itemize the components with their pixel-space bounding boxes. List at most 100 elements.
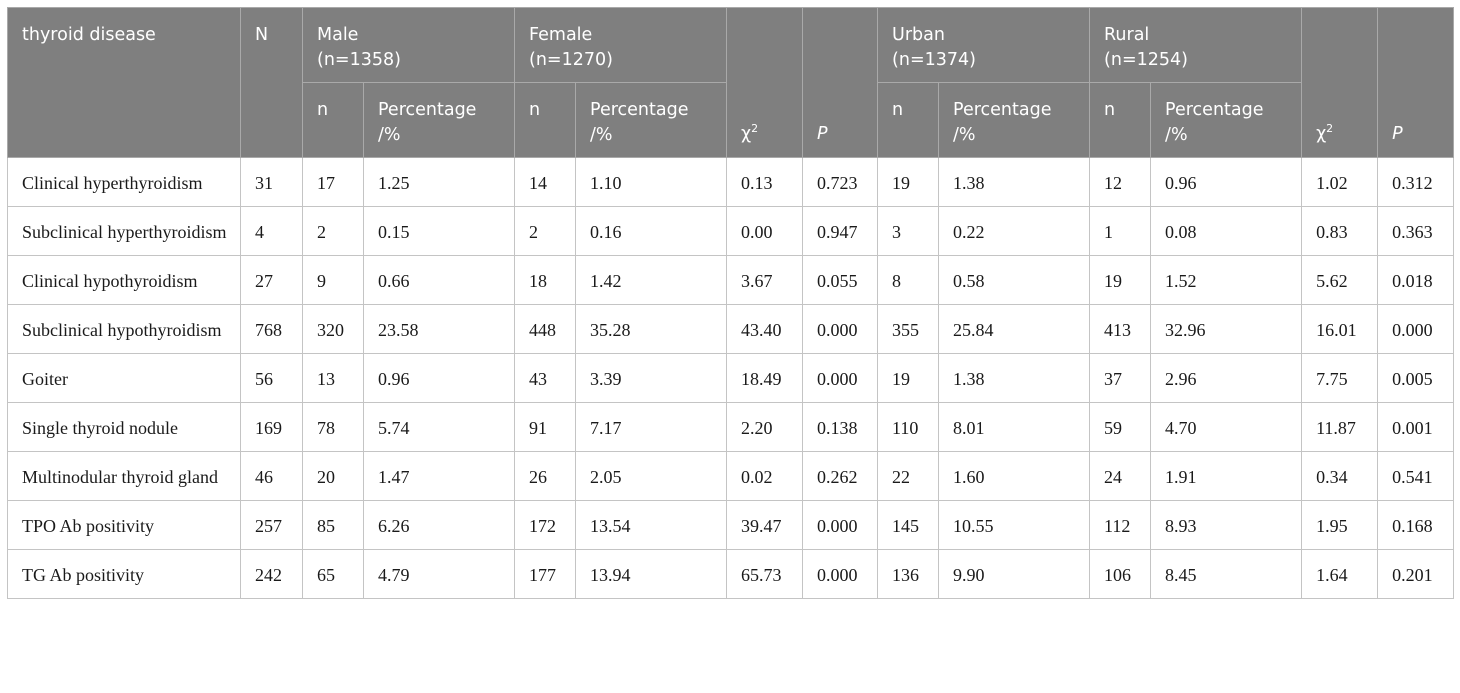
chi-superscript: 2 (751, 122, 759, 136)
cell-rural-n: 1 (1089, 206, 1152, 256)
cell-p-sex: 0.262 (802, 451, 879, 501)
table-row: Single thyroid nodule 169 78 5.74 91 7.17 2.20… (7, 402, 1455, 452)
cell-male-percentage: 6.26 (362, 500, 516, 550)
table-row: Goiter 56 13 0.96 43 3.39 18.49 0.000 19 1.38 37 2.… (7, 353, 1455, 403)
header-chi-square-sex: χ2 (726, 7, 804, 158)
cell-disease-name: Subclinical hyperthyroidism (7, 206, 241, 256)
cell-total-n: 27 (240, 255, 303, 305)
table-row: Clinical hypothyroidism 27 9 0.66 18 1.42 3.67… (7, 255, 1455, 305)
cell-p-sex: 0.000 (802, 500, 879, 550)
header-n-total: N (240, 7, 303, 158)
cell-female-n: 14 (514, 157, 577, 207)
cell-p-area: 0.168 (1377, 500, 1455, 550)
table-row: Subclinical hyperthyroidism 4 2 0.15 2 0.16 0.… (7, 206, 1455, 256)
cell-male-percentage: 0.15 (362, 206, 516, 256)
cell-male-n: 20 (302, 451, 364, 501)
cell-female-percentage: 2.05 (575, 451, 728, 501)
cell-rural-n: 37 (1089, 353, 1152, 403)
cell-male-n: 2 (302, 206, 364, 256)
cell-p-sex: 0.723 (802, 157, 879, 207)
cell-female-n: 91 (514, 402, 577, 452)
cell-disease-name: Goiter (7, 353, 241, 403)
cell-rural-percentage: 1.91 (1150, 451, 1303, 501)
header-urban: Urban (n=1374) (877, 7, 1091, 83)
cell-urban-percentage: 10.55 (938, 500, 1091, 550)
cell-urban-percentage: 0.58 (938, 255, 1091, 305)
cell-p-area: 0.000 (1377, 304, 1455, 354)
cell-urban-percentage: 1.60 (938, 451, 1091, 501)
cell-female-percentage: 7.17 (575, 402, 728, 452)
cell-rural-n: 24 (1089, 451, 1152, 501)
header-male-n: n (302, 82, 364, 158)
cell-female-n: 26 (514, 451, 577, 501)
cell-female-n: 448 (514, 304, 577, 354)
cell-p-sex: 0.138 (802, 402, 879, 452)
cell-male-percentage: 0.66 (362, 255, 516, 305)
cell-chi-square-area: 1.02 (1301, 157, 1379, 207)
cell-disease-name: Single thyroid nodule (7, 402, 241, 452)
header-p-sex: P (802, 7, 879, 158)
cell-chi-square-area: 1.64 (1301, 549, 1379, 599)
cell-total-n: 46 (240, 451, 303, 501)
cell-chi-square-area: 11.87 (1301, 402, 1379, 452)
table-row: Clinical hyperthyroidism 31 17 1.25 14 1.10 0.… (7, 157, 1455, 207)
cell-urban-percentage: 0.22 (938, 206, 1091, 256)
cell-chi-square-sex: 0.00 (726, 206, 804, 256)
chi-symbol: χ (741, 124, 752, 144)
cell-chi-square-area: 1.95 (1301, 500, 1379, 550)
header-p-area: P (1377, 7, 1455, 158)
table-row: Multinodular thyroid gland 46 20 1.47 26 2.05… (7, 451, 1455, 501)
cell-chi-square-area: 7.75 (1301, 353, 1379, 403)
cell-rural-percentage: 1.52 (1150, 255, 1303, 305)
cell-disease-name: TPO Ab positivity (7, 500, 241, 550)
cell-male-percentage: 5.74 (362, 402, 516, 452)
header-rural-percentage: Percentage /% (1150, 82, 1303, 158)
cell-rural-n: 112 (1089, 500, 1152, 550)
cell-rural-percentage: 0.08 (1150, 206, 1303, 256)
cell-rural-percentage: 32.96 (1150, 304, 1303, 354)
chi-symbol: χ (1316, 124, 1327, 144)
cell-urban-percentage: 1.38 (938, 353, 1091, 403)
cell-female-percentage: 1.10 (575, 157, 728, 207)
chi-superscript: 2 (1326, 122, 1334, 136)
header-female-percentage: Percentage /% (575, 82, 728, 158)
cell-urban-n: 19 (877, 157, 940, 207)
cell-total-n: 257 (240, 500, 303, 550)
cell-chi-square-area: 16.01 (1301, 304, 1379, 354)
cell-rural-n: 413 (1089, 304, 1152, 354)
cell-chi-square-sex: 65.73 (726, 549, 804, 599)
cell-disease-name: Clinical hyperthyroidism (7, 157, 241, 207)
cell-rural-percentage: 8.93 (1150, 500, 1303, 550)
cell-urban-n: 145 (877, 500, 940, 550)
cell-urban-percentage: 1.38 (938, 157, 1091, 207)
cell-male-n: 85 (302, 500, 364, 550)
cell-chi-square-sex: 0.02 (726, 451, 804, 501)
cell-p-sex: 0.947 (802, 206, 879, 256)
cell-rural-n: 12 (1089, 157, 1152, 207)
cell-p-sex: 0.000 (802, 549, 879, 599)
table-row: TPO Ab positivity 257 85 6.26 172 13.54 39.47 0… (7, 500, 1455, 550)
header-thyroid-disease: thyroid disease (7, 7, 241, 158)
cell-urban-n: 22 (877, 451, 940, 501)
cell-chi-square-sex: 3.67 (726, 255, 804, 305)
cell-rural-percentage: 8.45 (1150, 549, 1303, 599)
cell-chi-square-sex: 43.40 (726, 304, 804, 354)
cell-urban-n: 8 (877, 255, 940, 305)
cell-male-n: 320 (302, 304, 364, 354)
header-rural: Rural (n=1254) (1089, 7, 1303, 83)
cell-chi-square-sex: 0.13 (726, 157, 804, 207)
header-female-n: n (514, 82, 577, 158)
header-female: Female (n=1270) (514, 7, 728, 83)
cell-male-n: 78 (302, 402, 364, 452)
table-header: thyroid disease N Male (n=1358) Female (… (7, 7, 1455, 158)
cell-p-area: 0.312 (1377, 157, 1455, 207)
cell-p-area: 0.018 (1377, 255, 1455, 305)
cell-chi-square-area: 0.34 (1301, 451, 1379, 501)
cell-rural-n: 59 (1089, 402, 1152, 452)
cell-p-area: 0.005 (1377, 353, 1455, 403)
cell-urban-percentage: 25.84 (938, 304, 1091, 354)
table-body: Clinical hyperthyroidism 31 17 1.25 14 1.10 0.… (7, 157, 1455, 599)
cell-female-n: 177 (514, 549, 577, 599)
header-urban-percentage: Percentage /% (938, 82, 1091, 158)
cell-total-n: 242 (240, 549, 303, 599)
